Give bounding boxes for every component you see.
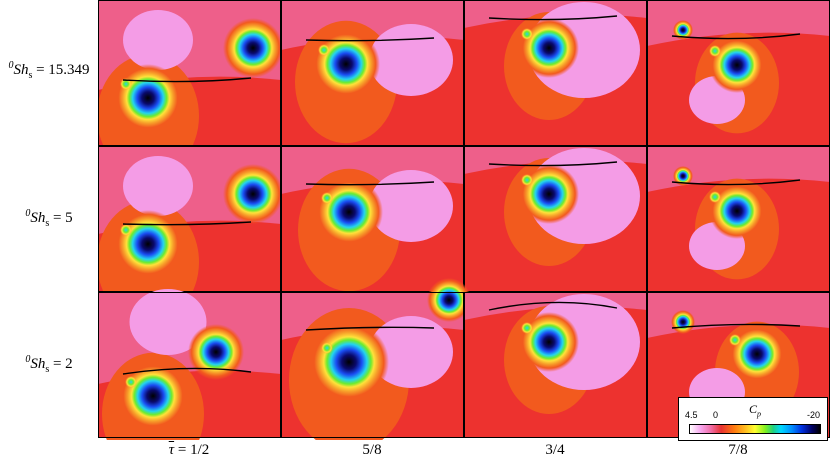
row-label-3: 0Shs = 2: [25, 354, 73, 375]
col-label-2: 5/8: [362, 442, 382, 458]
colorbar-legend: Cp 4.5 0 -20: [678, 397, 828, 441]
colorbar-min-label: 4.5: [685, 410, 698, 420]
contour-panel: [281, 0, 464, 146]
colorbar-gradient: [689, 424, 821, 434]
row-label-1: 0Shs = 15.349: [8, 60, 90, 81]
contour-grid: [98, 0, 830, 440]
row-label-2: 0Shs = 5: [25, 208, 73, 229]
contour-panel: [98, 289, 281, 440]
contour-panel: [647, 0, 830, 146]
contour-panel: [647, 146, 830, 292]
contour-panel: [281, 278, 471, 440]
contour-panel: [464, 146, 647, 292]
col-label-1: τ = 1/2: [168, 442, 210, 458]
contour-panel: [281, 146, 464, 292]
col-label-3: 3/4: [545, 442, 565, 458]
colorbar-title: Cp: [749, 402, 762, 419]
contour-panel: [464, 292, 647, 438]
contour-panel: [464, 0, 647, 146]
colorbar-zero-label: 0: [713, 410, 719, 420]
colorbar-max-label: -20: [807, 410, 821, 420]
col-label-4: 7/8: [728, 442, 748, 458]
